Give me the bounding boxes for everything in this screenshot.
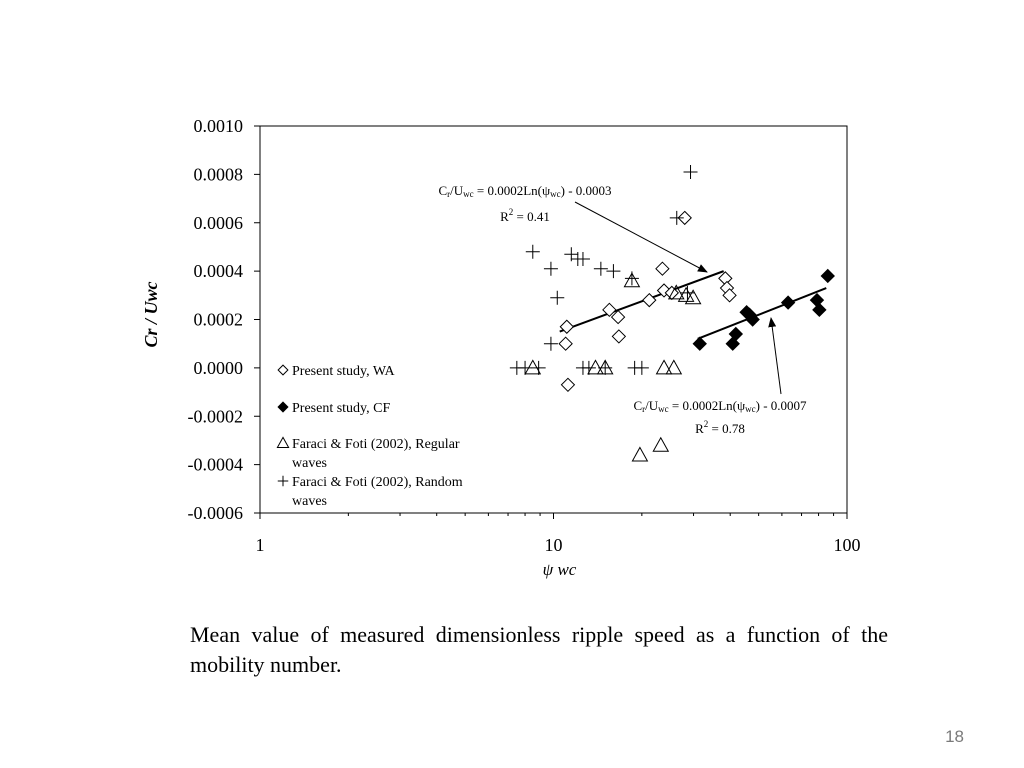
y-axis-label: Cr / Uwc: [141, 281, 161, 347]
y-tick-label: 0.0002: [194, 310, 244, 330]
data-point: [680, 285, 695, 300]
data-point: [652, 436, 670, 452]
data-point: [560, 377, 576, 393]
series-4: [509, 164, 698, 375]
annotations: Cr/Uwc = 0.0002Ln(ψwc) - 0.0003 R2 = 0.41…: [438, 183, 807, 436]
data-point: [745, 312, 760, 327]
data-point: [655, 261, 670, 276]
axes: 0.0010 0.0008 0.0006 0.0004 0.0002 0.0000 -0.0…: [141, 116, 861, 579]
data-point: [669, 210, 684, 225]
data-point: [524, 359, 542, 375]
data-point: [575, 252, 590, 267]
legend: Present study, WA Present study, CF Faraci…: [276, 364, 463, 509]
legend-label-2: Present study, CF: [292, 401, 390, 416]
data-point: [780, 295, 796, 310]
x-tick-label: 10: [545, 535, 563, 555]
data-point: [812, 302, 827, 318]
data-point: [677, 286, 695, 302]
data-point: [728, 326, 744, 342]
scatter-chart: 0.0010 0.0008 0.0006 0.0004 0.0002 0.0000 -0.0…: [141, 116, 861, 579]
data-points: [509, 164, 835, 462]
legend-marker-3: [276, 436, 290, 448]
legend-label-4: Faraci & Foti (2002), Random waves: [292, 475, 463, 509]
data-point: [631, 446, 649, 462]
data-point: [593, 261, 608, 276]
trendline-r2-1: R2 = 0.41: [500, 207, 550, 224]
data-point: [558, 336, 573, 351]
data-point: [611, 329, 627, 344]
data-point: [677, 210, 692, 226]
trendlines: [559, 270, 827, 340]
y-tick-label: -0.0006: [188, 503, 244, 523]
data-point: [543, 336, 558, 351]
series-1: [558, 210, 737, 393]
legend-marker-1: [277, 364, 289, 376]
y-tick-label: -0.0004: [188, 455, 244, 475]
y-tick-label: 0.0010: [194, 116, 244, 136]
x-tick-label: 100: [834, 535, 861, 555]
legend-label-1: Present study, WA: [292, 364, 396, 379]
y-tick-label: -0.0002: [188, 406, 244, 426]
data-point: [543, 261, 558, 276]
y-tick-label: 0.0004: [194, 261, 244, 281]
legend-label-3: Faraci & Foti (2002), Regular waves: [292, 437, 460, 471]
series-2: [692, 268, 835, 351]
trendline-1: [559, 270, 725, 333]
data-point: [587, 359, 604, 375]
trendline-arrow-2: [768, 317, 782, 395]
data-point: [602, 302, 617, 318]
trendline-arrow-1: [574, 201, 708, 273]
legend-marker-2: [277, 401, 289, 413]
data-point: [665, 359, 683, 375]
data-point: [634, 360, 649, 375]
data-point: [550, 290, 565, 305]
data-point: [606, 264, 621, 279]
trendline-r2-2: R2 = 0.78: [695, 419, 745, 436]
y-tick-label: 0.0008: [194, 164, 244, 184]
data-point: [683, 164, 698, 179]
data-point: [684, 289, 702, 305]
data-point: [624, 271, 639, 286]
x-tick-label: 1: [256, 535, 265, 555]
data-point: [559, 319, 575, 334]
data-point: [642, 292, 657, 308]
data-point: [525, 244, 540, 259]
data-point: [692, 336, 707, 351]
data-point: [667, 284, 685, 300]
data-point: [598, 360, 613, 375]
data-point: [581, 360, 596, 375]
trendline-2: [697, 287, 827, 340]
data-point: [518, 360, 533, 375]
page-number: 18: [945, 727, 964, 746]
data-point: [531, 360, 546, 375]
data-point: [655, 359, 673, 375]
data-point: [722, 288, 737, 303]
y-tick-label: 0.0000: [194, 358, 244, 378]
trendline-equation-1: Cr/Uwc = 0.0002Ln(ψwc) - 0.0003: [438, 183, 611, 199]
x-axis-label: ψ wc: [543, 560, 577, 579]
legend-marker-4: [277, 475, 289, 487]
trendline-equation-2: Cr/Uwc = 0.0002Ln(ψwc) - 0.0007: [633, 398, 807, 414]
data-point: [820, 268, 835, 284]
y-tick-label: 0.0006: [194, 213, 244, 233]
data-point: [623, 272, 641, 288]
series-3: [524, 272, 702, 462]
slide-caption: Mean value of measured dimensionless rip…: [190, 622, 888, 677]
data-point: [809, 292, 825, 308]
data-point: [610, 309, 626, 325]
